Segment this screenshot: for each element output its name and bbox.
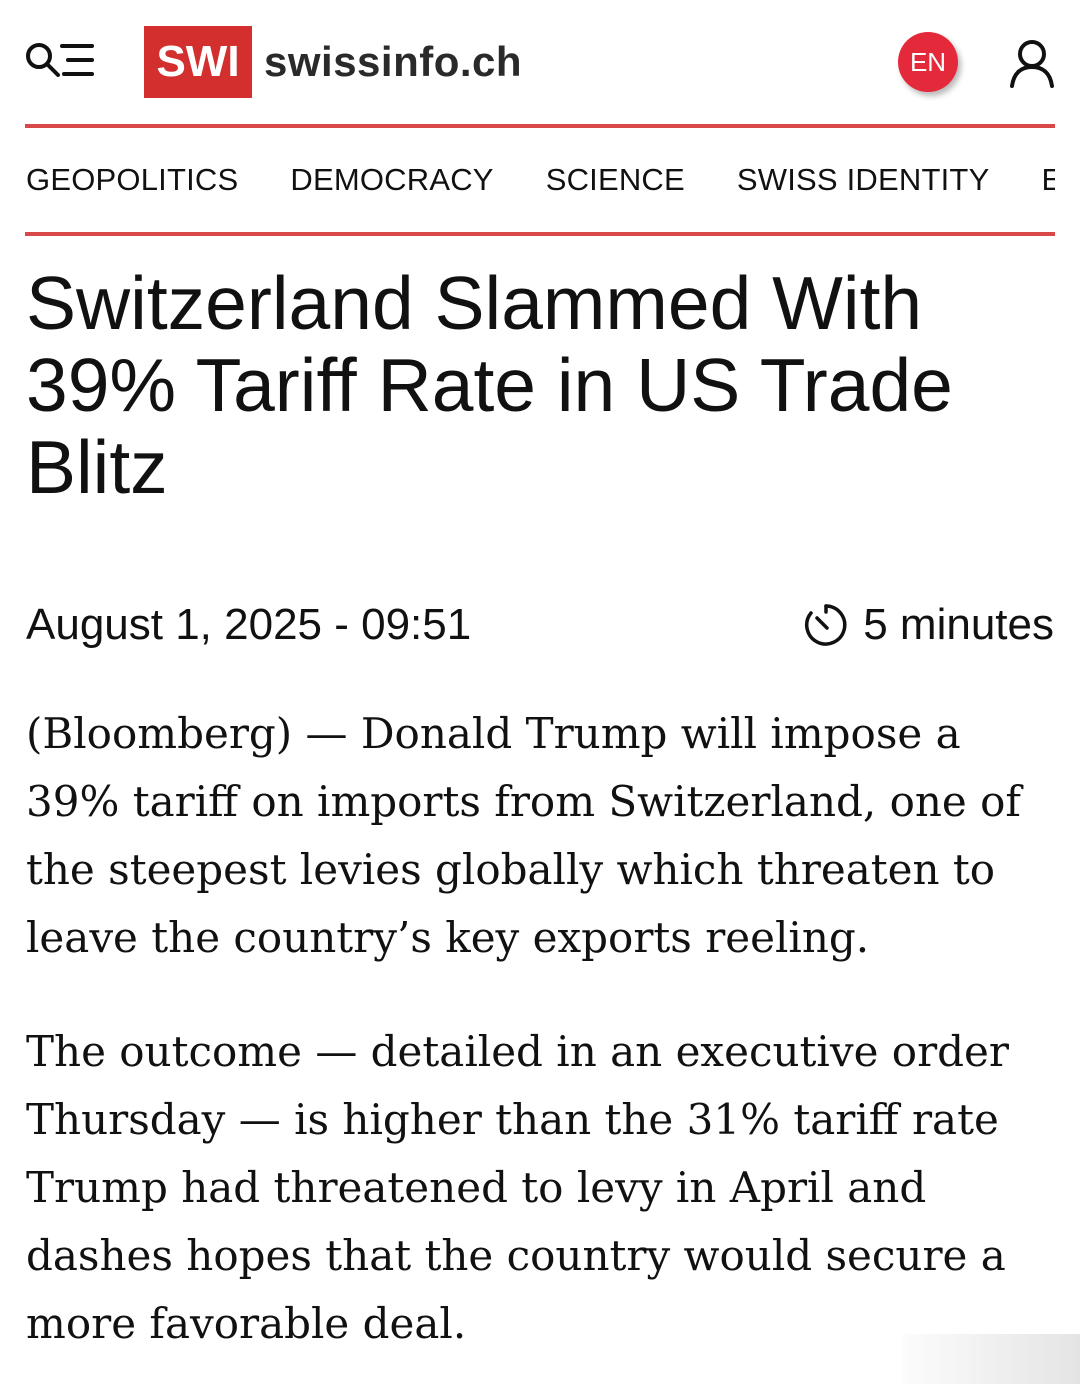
site-header: SWI swissinfo.ch EN — [0, 0, 1080, 124]
nav-item-democracy[interactable]: DEMOCRACY — [290, 162, 494, 197]
article-date: August 1, 2025 - 09:51 — [26, 600, 472, 649]
reading-time-label: 5 minutes — [863, 600, 1054, 649]
watermark — [902, 1334, 1080, 1384]
article-paragraph: (Bloomberg) — Donald Trump will impose a… — [26, 709, 1021, 962]
nav-top-divider — [25, 124, 1055, 128]
nav-bottom-divider — [25, 232, 1055, 236]
logo-domain: swissinfo.ch — [264, 38, 523, 85]
reading-time: 5 minutes — [803, 600, 1054, 650]
nav-item-geopolitics[interactable]: GEOPOLITICS — [26, 162, 239, 197]
language-button[interactable]: EN — [898, 32, 958, 92]
user-account-button[interactable] — [1006, 38, 1058, 90]
section-nav: GEOPOLITICS DEMOCRACY SCIENCE SWISS IDEN… — [26, 128, 1055, 232]
timer-icon — [805, 604, 847, 646]
logo-badge: SWI — [144, 26, 252, 98]
nav-item-swiss-identity[interactable]: SWISS IDENTITY — [736, 162, 990, 197]
search-menu-icon — [26, 43, 94, 77]
search-menu-button[interactable] — [24, 40, 96, 84]
nav-item-science[interactable]: SCIENCE — [545, 162, 685, 197]
nav-item-truncated[interactable]: E — [1041, 162, 1055, 197]
user-icon — [1010, 40, 1054, 88]
article-title: Switzerland Slammed With 39% Tariff Rate… — [26, 261, 953, 509]
site-logo[interactable]: SWI swissinfo.ch — [144, 26, 522, 98]
article-paragraph: The outcome — detailed in an executive o… — [26, 1027, 1009, 1348]
